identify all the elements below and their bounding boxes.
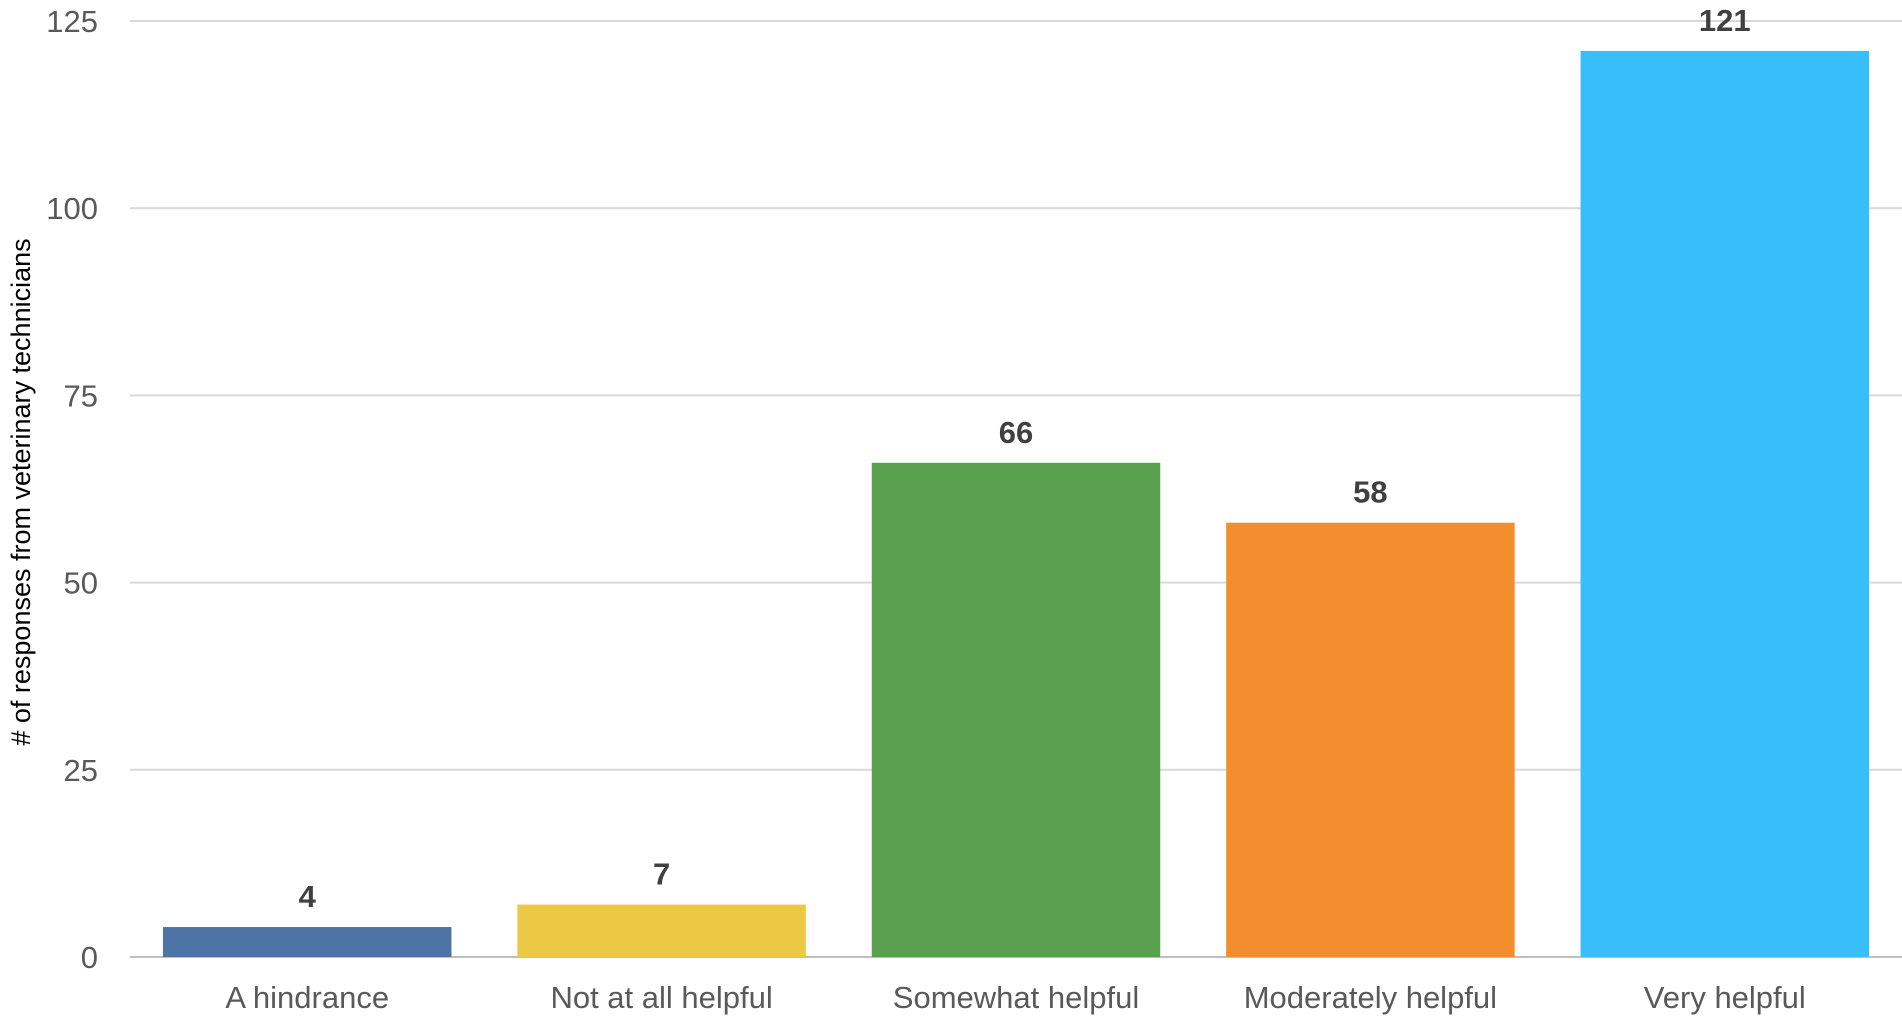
y-tick-label: 125 [46,4,98,39]
y-tick-label: 100 [46,191,98,226]
x-category-label: A hindrance [225,980,389,1015]
y-axis-title: # of responses from veterinary technicia… [6,238,36,745]
bar [1580,50,1870,957]
bar [162,927,452,957]
bars [162,50,1870,957]
bar [1226,522,1515,957]
data-label: 4 [299,879,317,914]
x-category-label: Somewhat helpful [893,980,1139,1015]
y-tick-label: 25 [64,753,98,788]
y-axis-ticks: 0 25 50 75 100 125 [46,4,98,975]
x-category-label: Moderately helpful [1244,980,1497,1015]
y-tick-label: 0 [81,940,98,975]
data-label: 66 [999,415,1033,450]
x-category-label: Very helpful [1644,980,1806,1015]
bar [871,462,1161,957]
data-label: 58 [1353,475,1387,510]
y-tick-label: 75 [64,378,98,413]
x-category-label: Not at all helpful [550,980,772,1015]
data-label: 7 [653,857,670,892]
x-axis-categories: A hindrance Not at all helpful Somewhat he… [225,980,1805,1015]
bar [517,904,806,957]
data-labels: 4 7 66 58 121 [299,3,1751,914]
data-label: 121 [1699,3,1751,38]
y-tick-label: 50 [64,566,98,601]
